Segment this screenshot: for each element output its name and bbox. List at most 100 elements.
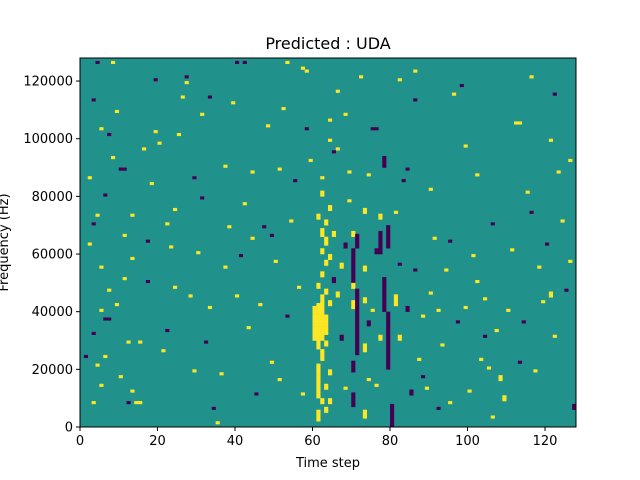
heatmap-cell <box>355 245 360 249</box>
heatmap-cell <box>393 294 399 298</box>
heatmap-cell <box>339 265 344 269</box>
heatmap-cell <box>324 409 329 413</box>
heatmap-cell <box>467 389 472 393</box>
heatmap-cell <box>359 75 364 79</box>
heatmap-cell <box>390 409 395 413</box>
heatmap-cell <box>525 190 530 194</box>
heatmap-cell <box>328 398 333 402</box>
heatmap-cell <box>510 248 515 252</box>
x-axis: 0 20 40 60 80 100 120 <box>76 427 557 449</box>
heatmap-cell <box>351 282 356 286</box>
heatmap-cell <box>355 352 360 356</box>
heatmap-cell <box>440 343 445 347</box>
heatmap-cell <box>409 392 414 396</box>
heatmap-cell <box>312 331 317 335</box>
heatmap-cell <box>428 291 433 295</box>
heatmap-cell <box>351 233 356 237</box>
heatmap-cell <box>351 303 356 307</box>
heatmap-cell <box>254 392 259 396</box>
heatmap-cell <box>324 242 329 246</box>
heatmap-cell <box>99 383 104 387</box>
heatmap-cell <box>316 320 321 324</box>
heatmap-cell <box>285 314 290 318</box>
heatmap-cell <box>386 245 391 249</box>
heatmap-cell <box>99 265 104 269</box>
heatmap-cell <box>471 254 476 258</box>
heatmap-cell <box>173 207 178 212</box>
heatmap-cell <box>490 415 495 419</box>
heatmap-cell <box>316 363 321 367</box>
y-tick-label: 0 <box>65 421 73 436</box>
heatmap-cell <box>320 354 325 359</box>
x-tick-label: 100 <box>455 434 480 449</box>
heatmap-cell <box>502 398 507 402</box>
heatmap-cell <box>161 349 166 353</box>
heatmap-cell <box>498 377 503 382</box>
heatmap-cell <box>320 398 325 402</box>
heatmap-cell <box>517 121 523 125</box>
heatmap-cell <box>320 311 325 315</box>
heatmap-cell <box>355 239 360 243</box>
heatmap-cell <box>483 334 488 338</box>
heatmap-cell <box>548 138 554 142</box>
y-tick-label: 80000 <box>32 190 73 205</box>
heatmap-cell <box>308 158 313 163</box>
heatmap-cell <box>324 291 329 295</box>
x-axis-label: Time step <box>295 456 360 471</box>
heatmap-cell <box>316 323 321 327</box>
heatmap-cell <box>351 259 356 263</box>
heatmap-cell <box>483 297 488 301</box>
heatmap-cell <box>378 213 383 217</box>
heatmap-cell <box>316 369 321 373</box>
heatmap-cell <box>157 141 162 145</box>
heatmap-cell <box>320 352 325 356</box>
heatmap-cell <box>111 60 116 65</box>
heatmap-cell <box>393 297 399 301</box>
heatmap-cell <box>351 277 356 281</box>
heatmap-cell <box>417 357 422 361</box>
heatmap-cell <box>335 147 340 151</box>
heatmap-cell <box>211 406 216 410</box>
heatmap-cell <box>355 334 360 338</box>
heatmap-cell <box>378 251 383 255</box>
heatmap-cell <box>324 236 329 240</box>
heatmap-cell <box>312 308 317 312</box>
heatmap-cell <box>145 239 151 243</box>
heatmap-cell <box>103 354 108 359</box>
heatmap-cell <box>378 337 383 341</box>
heatmap-cell <box>386 363 391 367</box>
heatmap-cell <box>355 242 360 246</box>
heatmap-cell <box>459 83 464 88</box>
heatmap-cell <box>320 193 325 197</box>
heatmap-cell <box>300 66 306 70</box>
heatmap-cell <box>355 323 360 327</box>
heatmap-cell <box>386 328 391 333</box>
heatmap-cell <box>312 305 317 310</box>
heatmap-cell <box>397 334 402 338</box>
heatmap-cell <box>517 360 523 364</box>
heatmap-cell <box>355 297 360 301</box>
heatmap-cell <box>316 311 321 315</box>
heatmap-cell <box>192 369 197 373</box>
heatmap-cell <box>502 395 507 399</box>
heatmap-cell <box>362 297 368 301</box>
heatmap-cell <box>378 233 383 237</box>
heatmap-cell <box>421 314 426 318</box>
heatmap-cell <box>103 193 108 197</box>
heatmap-cell <box>324 262 329 266</box>
heatmap-cell <box>355 311 360 315</box>
heatmap-cell <box>362 210 368 214</box>
heatmap-cell <box>204 340 209 344</box>
heatmap-cell <box>413 98 418 102</box>
heatmap-cell <box>386 349 391 353</box>
heatmap-cell <box>219 372 224 376</box>
heatmap-cell <box>320 303 325 307</box>
heatmap-cell <box>312 317 317 321</box>
heatmap-cell <box>316 346 321 350</box>
heatmap-cell <box>107 317 112 321</box>
heatmap-cell <box>386 346 391 350</box>
heatmap-cell <box>355 308 360 312</box>
heatmap-cell <box>324 323 329 327</box>
heatmap-cell <box>242 60 247 65</box>
heatmap-cell <box>529 210 534 214</box>
